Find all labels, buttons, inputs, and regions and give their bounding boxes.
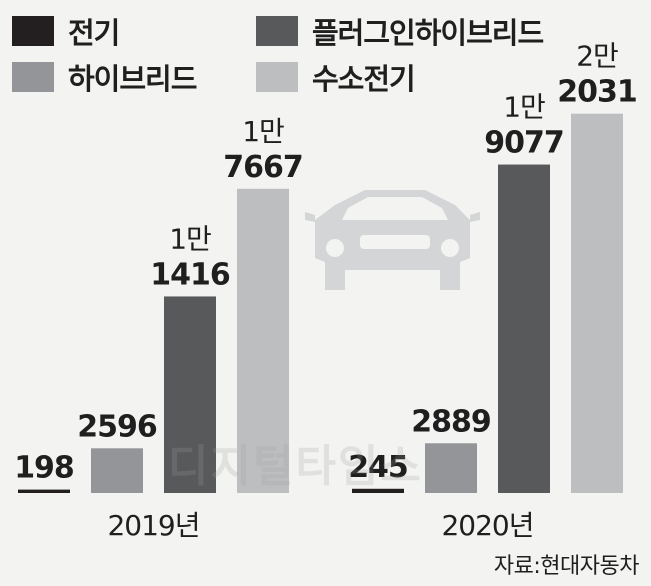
legend-swatch-hybrid: [12, 62, 54, 92]
data-label-unit-2020년-수소전기: 2만: [576, 40, 618, 73]
legend-label-electric: 전기: [68, 16, 120, 50]
data-label-2020년-전기: 245: [348, 450, 408, 485]
data-label-2020년-수소전기: 2031: [557, 75, 637, 110]
data-label-2020년-플러그인하이브리드: 9077: [484, 126, 564, 161]
bar-2020년-전기: [352, 488, 404, 493]
legend-label-hybrid: 하이브리드: [68, 62, 197, 96]
x-tick-2019년: 2019년: [107, 509, 199, 542]
data-label-2020년-하이브리드: 2889: [411, 404, 491, 439]
data-label-2019년-하이브리드: 2596: [77, 409, 157, 444]
data-label-2019년-플러그인하이브리드: 1416: [150, 257, 230, 292]
bar-2019년-플러그인하이브리드: [164, 296, 216, 493]
car-icon: [305, 190, 480, 290]
data-label-2019년-수소전기: 7667: [223, 150, 303, 185]
x-tick-2020년: 2020년: [441, 509, 533, 542]
legend-item-hybrid: 하이브리드: [12, 56, 197, 98]
legend-item-hydrogen: 수소전기: [256, 56, 416, 98]
data-label-unit-2019년-수소전기: 1만: [242, 115, 284, 148]
bar-2019년-수소전기: [237, 188, 289, 493]
legend-swatch-electric: [12, 16, 54, 46]
source-note: 자료:현대자동차: [493, 554, 640, 579]
bar-2020년-플러그인하이브리드: [498, 164, 550, 493]
bar-2020년-수소전기: [571, 113, 623, 493]
legend-item-plugin-hybrid: 플러그인하이브리드: [256, 10, 544, 52]
data-label-2019년-전기: 198: [14, 451, 74, 486]
bar-2019년-전기: [18, 489, 70, 493]
legend-label-hydrogen: 수소전기: [312, 62, 416, 96]
legend-swatch-hydrogen: [256, 62, 298, 92]
watermark: 디지털타임스: [168, 441, 423, 492]
data-label-unit-2019년-플러그인하이브리드: 1만: [169, 222, 211, 255]
legend-item-electric: 전기: [12, 10, 120, 52]
legend-swatch-plugin-hybrid: [256, 16, 298, 46]
bar-2020년-하이브리드: [425, 443, 477, 493]
data-label-unit-2020년-플러그인하이브리드: 1만: [503, 91, 545, 124]
chart-legend: 전기 플러그인하이브리드 하이브리드 수소전기: [0, 0, 651, 100]
bar-2019년-하이브리드: [91, 448, 143, 493]
legend-label-plugin-hybrid: 플러그인하이브리드: [312, 16, 544, 50]
